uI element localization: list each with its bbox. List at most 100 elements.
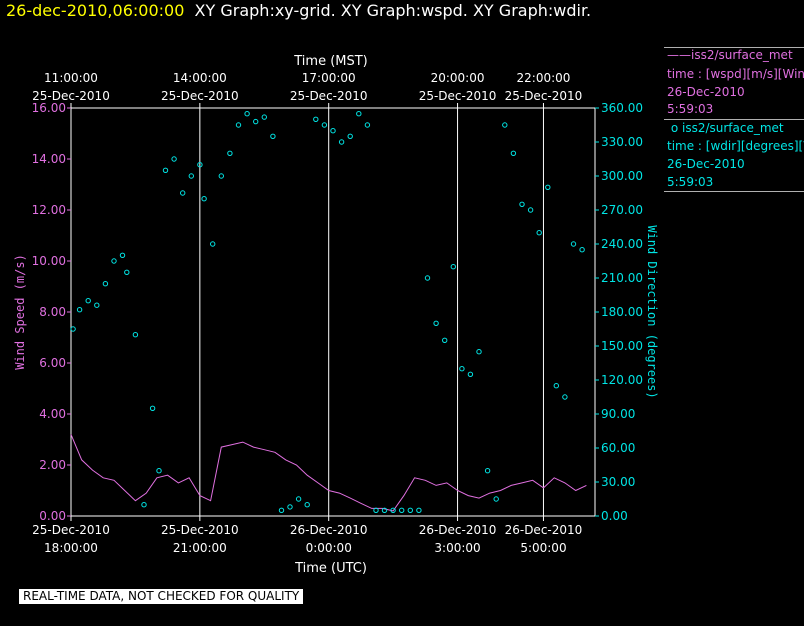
wind-direction-point: [579, 247, 585, 253]
graph-names: XY Graph:xy-grid. XY Graph:wspd. XY Grap…: [194, 1, 592, 20]
right-tick-label: 300.00: [601, 169, 643, 183]
wind-direction-point: [132, 332, 139, 338]
legend-series1-time: 5:59:03: [667, 102, 714, 116]
right-tick-label: 60.00: [601, 441, 635, 455]
top-tick-date: 25-Dec-2010: [290, 89, 368, 103]
wind-direction-point: [330, 128, 336, 134]
left-tick-label: 0.00: [39, 509, 66, 523]
wind-direction-point: [545, 184, 551, 191]
right-tick-label: 240.00: [601, 237, 643, 251]
wind-direction-point: [70, 326, 76, 332]
wind-direction-point: [210, 241, 216, 247]
wind-direction-point: [484, 468, 491, 474]
right-tick-label: 180.00: [601, 305, 643, 319]
wind-direction-point: [442, 337, 448, 343]
wind-direction-point: [253, 118, 259, 125]
top-tick-time: 17:00:00: [302, 71, 356, 85]
wind-direction-point: [390, 507, 396, 513]
bottom-tick-time: 3:00:00: [434, 541, 480, 555]
wind-direction-point: [102, 281, 109, 287]
wind-direction-point: [450, 264, 456, 270]
wind-direction-point: [536, 230, 542, 236]
right-tick-label: 270.00: [601, 203, 643, 217]
wind-direction-point: [502, 122, 508, 128]
top-tick-date: 25-Dec-2010: [505, 89, 583, 103]
wind-direction-point: [338, 139, 345, 145]
legend-series2-name: o iss2/surface_met: [667, 121, 784, 135]
left-axis-ticks: 0.00 2.00 4.00 6.00 8.00 10.00 12.00 14.00 16.00: [32, 101, 71, 523]
wind-direction-point: [235, 122, 242, 128]
wind-direction-point: [278, 507, 285, 513]
legend-series1-name: ——iss2/surface_met: [667, 48, 793, 62]
top-axis-ticks: 11:00:00 25-Dec-2010 14:00:00 25-Dec-2010 17…: [32, 71, 582, 108]
wind-direction-point: [149, 405, 156, 411]
wind-direction-point: [416, 507, 422, 513]
wind-direction-point: [180, 190, 186, 196]
legend-divider: [664, 191, 804, 192]
wind-direction-point: [111, 258, 117, 264]
left-tick-label: 2.00: [39, 458, 66, 472]
legend-series2-label: iss2/surface_met: [681, 121, 784, 135]
legend-series1-desc: time : [wspd][m/s][Wind: [667, 67, 804, 81]
wind-direction-point: [141, 502, 147, 508]
right-tick-label: 90.00: [601, 407, 635, 421]
wind-direction-point: [553, 383, 559, 389]
graph-title: 26-dec-2010,06:00:00 XY Graph:xy-grid. X…: [6, 1, 591, 20]
wind-direction-point: [287, 504, 293, 510]
right-tick-label: 330.00: [601, 135, 643, 149]
wind-direction-point: [364, 122, 371, 128]
left-tick-label: 6.00: [39, 356, 66, 370]
wind-direction-point: [171, 156, 177, 162]
bottom-tick-time: 18:00:00: [44, 541, 98, 555]
right-tick-label: 150.00: [601, 339, 643, 353]
wind-direction-point: [156, 468, 162, 474]
left-tick-label: 16.00: [32, 101, 66, 115]
top-tick-time: 20:00:00: [431, 71, 485, 85]
wind-direction-point: [270, 133, 276, 140]
wind-direction-point: [407, 507, 413, 513]
legend-series2-date: 26-Dec-2010: [667, 157, 745, 171]
wind-direction-point: [119, 252, 126, 259]
legend-series2-time: 5:59:03: [667, 175, 714, 189]
wind-direction-point: [562, 394, 568, 400]
wind-direction-point: [313, 116, 319, 123]
wind-direction-point: [85, 298, 91, 304]
wind-direction-point: [76, 307, 83, 313]
wind-direction-point: [519, 201, 525, 208]
top-tick-time: 22:00:00: [517, 71, 571, 85]
bottom-tick-time: 0:00:00: [306, 541, 352, 555]
wind-direction-point: [295, 496, 302, 502]
legend-series1-label: iss2/surface_met: [691, 48, 793, 62]
wind-direction-point: [201, 196, 207, 202]
legend-divider: [664, 47, 804, 48]
wind-direction-point: [188, 173, 195, 179]
left-tick-label: 8.00: [39, 305, 66, 319]
bottom-tick-time: 5:00:00: [520, 541, 566, 555]
top-tick-date: 25-Dec-2010: [161, 89, 239, 103]
legend-divider: [664, 119, 804, 120]
legend-series1-date: 26-Dec-2010: [667, 85, 745, 99]
wind-direction-point: [459, 366, 465, 372]
wind-direction-point: [467, 371, 474, 377]
legend-series2-desc: time : [wdir][degrees][V: [667, 139, 804, 153]
bottom-tick-date: 26-Dec-2010: [419, 523, 497, 537]
graph-datetime: 26-dec-2010,06:00:00: [6, 1, 185, 20]
wind-direction-point: [570, 241, 577, 247]
bottom-tick-date: 25-Dec-2010: [32, 523, 110, 537]
wind-direction-point: [433, 320, 439, 326]
right-tick-label: 120.00: [601, 373, 643, 387]
top-tick-date: 25-Dec-2010: [32, 89, 110, 103]
left-tick-label: 10.00: [32, 254, 66, 268]
wind-direction-point: [510, 150, 517, 157]
x-axis-label-bottom: Time (UTC): [294, 561, 367, 576]
bottom-tick-date: 26-Dec-2010: [505, 523, 583, 537]
bottom-tick-date: 25-Dec-2010: [161, 523, 239, 537]
wind-direction-point: [197, 162, 203, 168]
wind-speed-line: [70, 434, 587, 512]
y-axis-label-right: Wind Direction (degrees): [645, 225, 659, 398]
top-tick-time: 11:00:00: [44, 71, 98, 85]
wind-direction-point: [493, 496, 499, 502]
wind-direction-point: [162, 167, 169, 174]
gridlines: [199, 108, 544, 516]
